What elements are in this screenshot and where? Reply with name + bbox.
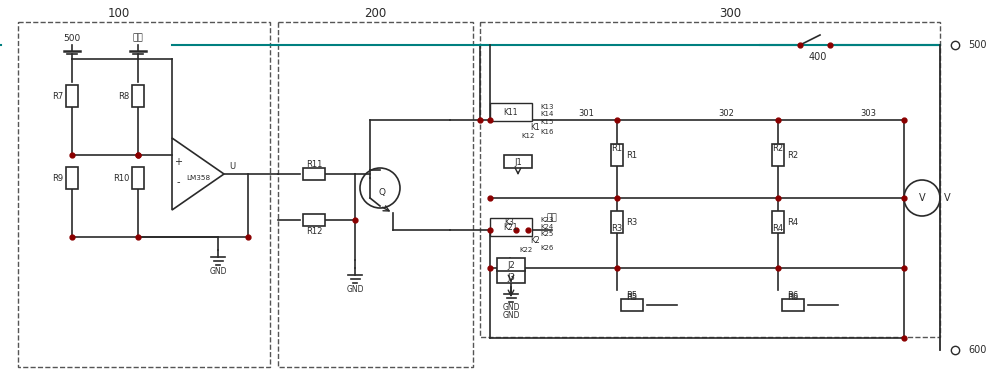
Text: J2: J2 [507,261,515,270]
Text: K26: K26 [540,245,554,251]
Text: R5: R5 [626,293,638,303]
Text: K23: K23 [540,217,554,223]
Text: GND: GND [502,310,520,319]
Text: -: - [176,177,180,187]
Bar [480,22,940,337]
Bar [132,167,144,189]
Text: 302: 302 [718,109,734,117]
Bar [278,22,473,367]
Text: 电源: 电源 [133,33,143,42]
Text: K16: K16 [540,129,554,135]
Text: R10: R10 [113,173,129,182]
Bar [303,168,325,180]
Text: Q: Q [378,187,386,196]
Text: LM358: LM358 [186,175,210,181]
Text: K2: K2 [530,235,540,245]
Bar [621,299,643,311]
Text: 600: 600 [968,345,986,355]
Text: R3: R3 [626,217,637,226]
Bar [66,167,78,189]
Text: R2: R2 [787,151,798,159]
Text: V: V [919,193,925,203]
Bar [504,155,532,168]
Text: 303: 303 [860,109,876,117]
Text: R2: R2 [772,144,784,152]
Text: K1: K1 [530,123,540,131]
Text: K22: K22 [519,247,533,253]
Text: 500: 500 [968,40,986,50]
Text: U: U [229,161,235,170]
Bar [497,258,525,271]
Text: K3: K3 [504,217,514,226]
Text: 100: 100 [108,7,130,19]
Bar [132,85,144,107]
Text: J1: J1 [514,158,522,166]
Text: K15: K15 [540,119,554,125]
Text: K12: K12 [521,133,535,139]
Bar [18,22,270,367]
Text: R4: R4 [772,224,784,233]
Text: GND: GND [346,284,364,293]
Text: 400: 400 [809,52,827,62]
Text: V: V [944,193,950,203]
Bar [782,299,804,311]
Text: R5: R5 [626,291,638,300]
Text: 电源: 电源 [547,214,557,223]
Text: K11: K11 [504,107,518,116]
Text: R1: R1 [611,144,623,152]
Text: R4: R4 [787,217,798,226]
Text: K21: K21 [504,223,518,231]
Bar [490,218,532,236]
Text: R6: R6 [787,293,799,303]
Bar [66,85,78,107]
Text: K13: K13 [540,104,554,110]
Text: GND: GND [502,303,520,312]
Text: R7: R7 [52,91,63,100]
Bar [497,270,525,283]
Text: +: + [174,157,182,167]
Text: 301: 301 [578,109,594,117]
Text: K25: K25 [540,231,554,237]
Text: R8: R8 [118,91,129,100]
Text: R11: R11 [306,159,322,168]
Text: R12: R12 [306,226,322,235]
Text: R6: R6 [787,291,799,300]
Text: 500: 500 [63,33,81,42]
Text: 200: 200 [364,7,386,19]
Bar [772,211,784,233]
Text: R3: R3 [611,224,623,233]
Bar [490,103,532,121]
Text: R9: R9 [52,173,63,182]
Text: J3: J3 [507,273,515,282]
Text: K14: K14 [540,111,554,117]
Text: 300: 300 [719,7,741,19]
Bar [303,214,325,226]
Text: GND: GND [209,266,227,275]
Bar [611,144,623,166]
Bar [611,211,623,233]
Text: K24: K24 [540,224,554,230]
Text: R1: R1 [626,151,637,159]
Bar [772,144,784,166]
